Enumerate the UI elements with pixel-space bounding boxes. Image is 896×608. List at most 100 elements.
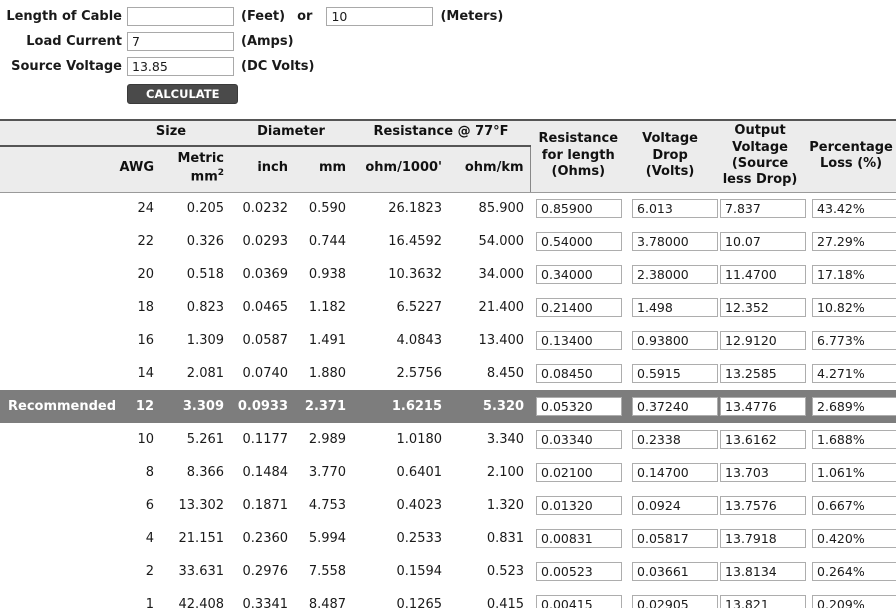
row-label-cell [0,291,112,324]
output-voltage-input[interactable] [720,298,807,317]
inch-header: inch [230,146,295,193]
percentage-loss-input[interactable] [812,298,896,317]
awg-cell: 4 [145,531,154,546]
calculate-button[interactable]: CALCULATE [127,84,239,104]
source-voltage-input[interactable] [127,56,234,76]
voltage-drop-input[interactable] [632,331,719,350]
ohm-per-1000ft-cell: 1.6215 [391,399,443,414]
ohm-per-km-cell: 13.400 [478,333,525,348]
metric-mm2-cell: 0.518 [186,267,225,282]
mm-header: mm [294,146,353,193]
meters-input[interactable] [326,6,434,26]
ohm-per-1000ft-cell: 1.0180 [396,432,443,447]
percentage-loss-input[interactable] [812,331,896,350]
voltage-drop-input-cell [626,192,719,225]
output-voltage-input[interactable] [720,430,807,449]
table-row: 16 1.309 0.0587 1.491 4.0843 13.400 [0,324,896,357]
percentage-loss-input[interactable] [812,595,896,608]
metric-mm2-cell: 2.081 [186,366,225,381]
resistance-for-length-input[interactable] [536,199,623,219]
voltage-drop-input[interactable] [632,562,719,581]
output-voltage-input[interactable] [720,529,807,548]
table-row: Recommended 12 3.309 0.0933 2.371 1.6215 5.320 [0,390,896,423]
inch-cell: 0.0933 [237,399,289,414]
resistance-for-length-input[interactable] [536,265,623,284]
awg-header: AWG [112,146,160,193]
row-label-cell: Recommended [8,399,117,414]
output-voltage-input[interactable] [720,364,807,383]
voltage-drop-input-cell [626,522,719,555]
percentage-loss-input-cell [806,522,896,555]
mm-cell: 3.770 [308,465,347,480]
percentage-loss-input[interactable] [812,199,896,219]
voltage-drop-input[interactable] [632,529,719,548]
resistance-for-length-input[interactable] [536,397,623,416]
percentage-loss-input-cell [806,225,896,258]
load-current-input[interactable] [127,31,234,51]
voltage-drop-input[interactable] [632,364,719,383]
output-voltage-input[interactable] [720,463,807,482]
resistance-for-length-input-cell [530,324,626,357]
percentage-loss-input-cell [806,423,896,456]
output-voltage-input[interactable] [720,397,807,416]
resistance-for-length-input[interactable] [536,463,623,482]
resistance-for-length-input[interactable] [536,430,623,449]
percentage-loss-input[interactable] [812,463,896,482]
table-row: 6 13.302 0.1871 4.753 0.4023 1.320 [0,489,896,522]
resistance-for-length-input[interactable] [536,562,623,581]
resistance-for-length-input[interactable] [536,364,623,383]
output-voltage-input[interactable] [720,496,807,515]
voltage-drop-input[interactable] [632,595,719,608]
output-voltage-input[interactable] [720,232,807,251]
percentage-loss-input[interactable] [812,397,896,416]
voltage-drop-input[interactable] [632,199,719,219]
output-voltage-input-cell [714,291,807,324]
mm-cell: 2.371 [304,399,347,414]
resistance-for-length-input[interactable] [536,331,623,350]
ohm-per-km-cell: 3.340 [486,432,525,447]
output-voltage-input[interactable] [720,199,807,219]
output-voltage-input[interactable] [720,562,807,581]
feet-input[interactable] [127,6,234,26]
voltage-drop-input[interactable] [632,232,719,251]
inch-cell: 0.2976 [242,564,289,579]
percentage-loss-input[interactable] [812,265,896,284]
metric-mm2-cell: 3.309 [182,399,225,414]
output-voltage-input-cell [714,423,807,456]
percentage-loss-input[interactable] [812,562,896,581]
percentage-loss-input[interactable] [812,430,896,449]
table-group-header-row: Size Diameter Resistance @ 77°F Resistan… [0,119,896,193]
button-row: CALCULATE [127,84,896,104]
percentage-loss-input-cell [806,390,896,423]
awg-cell: 12 [135,399,154,414]
inch-cell: 0.0232 [242,201,289,217]
output-voltage-input[interactable] [720,265,807,284]
output-voltage-input[interactable] [720,331,807,350]
voltage-drop-input[interactable] [632,463,719,482]
inch-cell: 0.3341 [242,597,289,608]
percentage-loss-input[interactable] [812,232,896,251]
percentage-loss-input-cell [806,456,896,489]
ohm-per-1000ft-cell: 0.1594 [396,564,443,579]
mm-cell: 0.590 [308,201,347,217]
resistance-for-length-input[interactable] [536,496,623,515]
resistance-for-length-input[interactable] [536,298,623,317]
percentage-loss-input[interactable] [812,496,896,515]
percentage-loss-input[interactable] [812,364,896,383]
resistance-for-length-input[interactable] [536,529,623,548]
table-row: 1 42.408 0.3341 8.487 0.1265 0.415 [0,588,896,608]
percentage-loss-input[interactable] [812,529,896,548]
ohm-per-1000ft-cell: 0.2533 [396,531,443,546]
inch-cell: 0.0740 [242,366,289,381]
voltage-drop-input[interactable] [632,298,719,317]
table-row: 4 21.151 0.2360 5.994 0.2533 0.831 [0,522,896,555]
voltage-drop-input[interactable] [632,397,719,416]
resistance-for-length-input[interactable] [536,232,623,251]
voltage-drop-input[interactable] [632,430,719,449]
voltage-drop-input-cell [626,423,719,456]
ohm-per-km-cell: 5.320 [482,399,525,414]
resistance-for-length-input[interactable] [536,595,623,608]
voltage-drop-input[interactable] [632,265,719,284]
output-voltage-input[interactable] [720,595,807,608]
voltage-drop-input[interactable] [632,496,719,515]
